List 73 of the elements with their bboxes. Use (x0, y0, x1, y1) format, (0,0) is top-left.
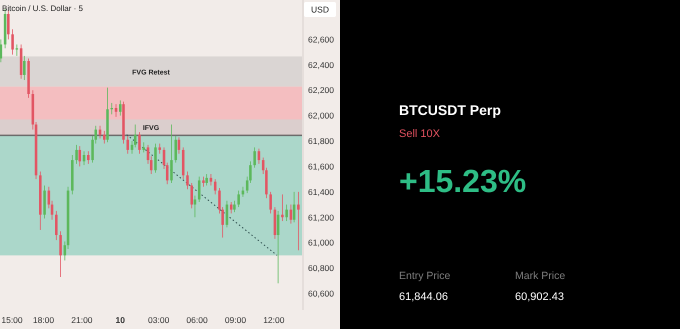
candlestick (290, 204, 292, 224)
candlestick (114, 104, 118, 118)
candlestick (258, 148, 260, 164)
text: 60,902.43 (515, 291, 564, 303)
candlestick (55, 210, 58, 241)
candlestick (198, 176, 200, 202)
candlestick (126, 136, 130, 154)
y-tick-label: 61,000 (308, 238, 334, 248)
x-tick-label: 12:00 (263, 315, 285, 325)
candlestick (75, 144, 78, 164)
text: BTCUSDT Perp (399, 102, 501, 118)
candlestick (202, 176, 205, 188)
candlestick (0, 38, 2, 63)
candlestick (253, 146, 256, 168)
candlestick (23, 56, 26, 80)
candlestick (194, 195, 196, 218)
candlestick (119, 100, 122, 116)
candlestick (158, 143, 162, 154)
candlestick (205, 174, 208, 186)
candlestick (226, 200, 228, 228)
candlestick (230, 202, 232, 214)
candlestick (233, 200, 236, 213)
text: Sell 10X (399, 128, 441, 140)
candlestick (87, 150, 90, 164)
candlestick (154, 143, 157, 174)
candlestick (7, 10, 10, 40)
y-tick-label: 62,400 (308, 60, 334, 70)
x-tick-label: 06:00 (186, 315, 208, 325)
candlestick (59, 230, 62, 278)
y-axis-title: USD (311, 4, 329, 14)
candlestick (186, 171, 189, 190)
y-tick-label: 60,800 (308, 263, 334, 274)
y-tick-label: 61,200 (308, 212, 334, 222)
candlestick (242, 186, 244, 198)
y-tick-label: 61,600 (308, 161, 334, 172)
x-tick-label: 10 (116, 315, 126, 325)
x-tick-label: 03:00 (148, 315, 170, 325)
candlestick (178, 136, 180, 154)
y-tick-label: 62,200 (308, 85, 334, 96)
y-tick-label: 62,600 (308, 34, 334, 44)
candlestick (297, 191, 300, 251)
candlestick (103, 130, 106, 144)
candlestick (170, 124, 173, 184)
candlestick (138, 132, 141, 154)
text: 61,844.06 (399, 291, 448, 303)
candlestick (142, 142, 146, 153)
x-tick-label: 18:00 (32, 315, 54, 325)
x-tick-label: 21:00 (71, 315, 93, 325)
text: Bitcoin / U.S. Dollar · 5 (2, 4, 84, 13)
text: Entry Price (399, 270, 451, 282)
candlestick (285, 204, 288, 222)
y-tick-label: 62,000 (308, 110, 334, 121)
y-tick-label: 61,400 (308, 186, 334, 197)
text: +15.23% (399, 163, 526, 199)
candlestick (276, 210, 280, 284)
y-tick-label: 61,800 (308, 136, 334, 146)
candlestick (281, 194, 284, 222)
candlestick (110, 102, 114, 115)
y-tick-label: 60,600 (308, 288, 334, 298)
candlestick (214, 178, 216, 195)
x-tick-label: 09:00 (224, 315, 246, 325)
candlestick (174, 136, 178, 164)
candlestick (78, 146, 82, 167)
candlestick (269, 191, 272, 214)
text: Mark Price (515, 270, 566, 282)
candlestick (292, 191, 296, 223)
candlestick (82, 150, 86, 166)
candlestick (237, 190, 240, 208)
x-tick-label: 15:00 (1, 315, 23, 325)
candlestick (210, 174, 212, 186)
candlestick (98, 125, 102, 139)
candlestick (190, 182, 194, 209)
candlestick (11, 28, 14, 56)
